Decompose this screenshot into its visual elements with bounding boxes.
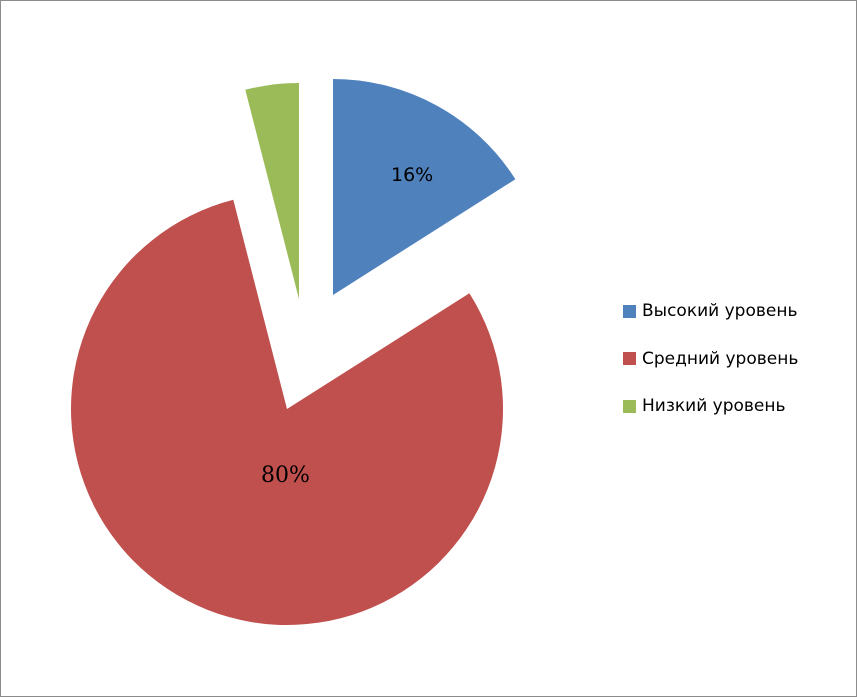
legend-swatch-high xyxy=(623,304,636,318)
legend-swatch-medium xyxy=(623,352,636,365)
legend-item-high: Высокий уровень xyxy=(623,299,798,323)
legend-item-medium: Средний уровень xyxy=(623,347,798,371)
legend: Высокий уровень Средний уровень Низкий у… xyxy=(623,299,798,442)
legend-label-high: Высокий уровень xyxy=(642,301,798,321)
pie-slice-medium xyxy=(70,199,504,625)
legend-swatch-low xyxy=(623,399,636,413)
legend-label-low: Низкий уровень xyxy=(642,396,786,416)
pie-label-medium: 80% xyxy=(261,463,310,488)
pie-slice-high xyxy=(333,79,516,295)
legend-label-medium: Средний уровень xyxy=(642,348,799,369)
pie-slice-low xyxy=(245,83,299,299)
legend-item-low: Низкий уровень xyxy=(623,394,798,418)
pie-label-high: 16% xyxy=(391,164,433,186)
